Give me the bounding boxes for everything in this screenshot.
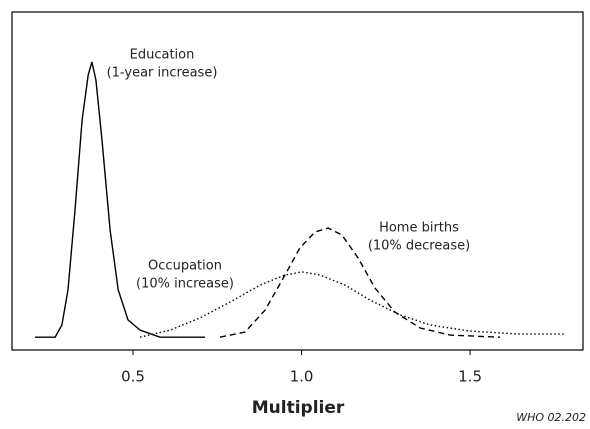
x-tick-label: 1.5 — [458, 368, 482, 386]
series-label: Education — [130, 48, 195, 63]
x-tick-label: 1.0 — [290, 368, 314, 386]
series-note: (10% increase) — [136, 277, 234, 292]
series-label: Home births — [379, 221, 459, 236]
density-curve — [34, 61, 206, 338]
x-axis-label: Multiplier — [252, 398, 345, 418]
x-tick-label: 0.5 — [121, 368, 145, 386]
density-curve — [219, 227, 501, 338]
series-label: Occupation — [148, 259, 222, 274]
credit: WHO 02.202 — [516, 411, 586, 424]
series-note: (1-year increase) — [107, 66, 218, 81]
plot-frame — [11, 11, 584, 351]
series-note: (10% decrease) — [368, 239, 470, 254]
